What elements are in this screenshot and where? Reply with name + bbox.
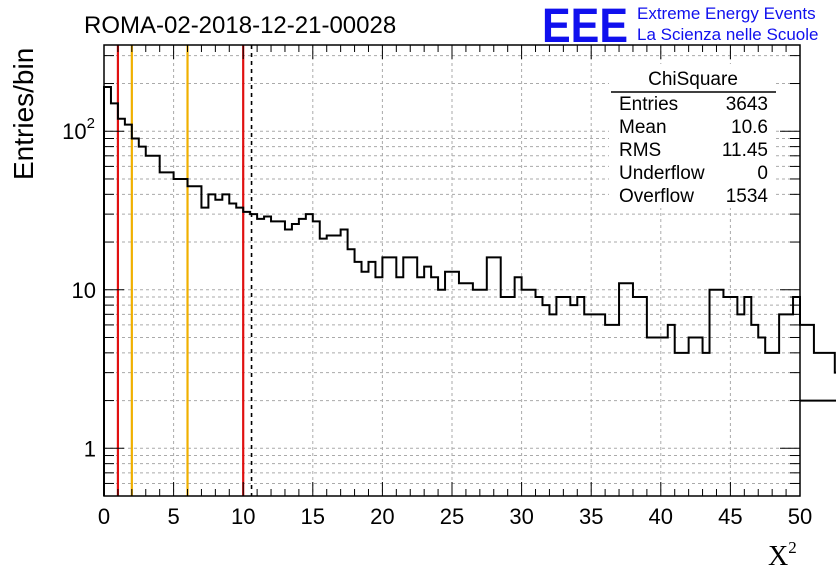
stats-rows: Entries 3643 Mean 10.6 RMS 11.45 Underflow 0 Ove… (619, 94, 768, 207)
logo-line1: Extreme Energy Events (637, 4, 816, 23)
x-tick-label: 10 (231, 504, 255, 529)
x-tick-label: 5 (167, 504, 179, 529)
marker-lines (116, 45, 253, 496)
x-axis-label-sup: 2 (788, 538, 797, 557)
axis-ticks (103, 45, 801, 496)
y-tick-label: 102 (62, 115, 95, 144)
x-tick-label: 50 (788, 504, 812, 529)
logo-mark: EEE (542, 0, 628, 53)
y-axis-label: Entries/bin (8, 48, 39, 180)
stats-box: ChiSquare Entries 3643 Mean 10.6 RMS 11.45 Und… (609, 64, 776, 208)
stats-label: RMS (619, 140, 661, 161)
eee-logo: EEE Extreme Energy Events La Scienza nel… (542, 0, 818, 53)
stats-label: Entries (619, 94, 678, 115)
y-tick-label: 10 (72, 278, 96, 303)
y-tick-labels: 1 10 102 (62, 115, 96, 461)
y-tick-label: 1 (84, 436, 96, 461)
chart-title: ROMA-02-2018-12-21-00028 (84, 12, 396, 39)
stats-value: 1534 (726, 186, 769, 207)
x-tick-label: 0 (98, 504, 110, 529)
stats-value: 10.6 (731, 117, 768, 138)
stats-label: Mean (619, 117, 667, 138)
stats-box-bg (609, 64, 776, 208)
x-tick-label: 15 (301, 504, 325, 529)
x-tick-label: 45 (718, 504, 742, 529)
x-tick-label: 35 (579, 504, 603, 529)
stats-label: Overflow (619, 186, 694, 207)
stats-value: 3643 (726, 94, 768, 115)
x-tick-label: 25 (440, 504, 464, 529)
x-tick-label: 40 (649, 504, 673, 529)
stats-label: Underflow (619, 163, 705, 184)
x-axis-label: X2 (768, 538, 797, 572)
logo-line2: La Scienza nelle Scuole (637, 25, 818, 44)
stats-value: 0 (757, 163, 768, 184)
histogram-line (103, 86, 836, 496)
stats-title: ChiSquare (648, 69, 738, 90)
stats-value: 11.45 (722, 140, 768, 161)
x-tick-label: 30 (509, 504, 533, 529)
x-tick-labels: 0 5 10 15 20 25 30 35 40 45 50 (98, 504, 812, 529)
x-tick-label: 20 (370, 504, 394, 529)
